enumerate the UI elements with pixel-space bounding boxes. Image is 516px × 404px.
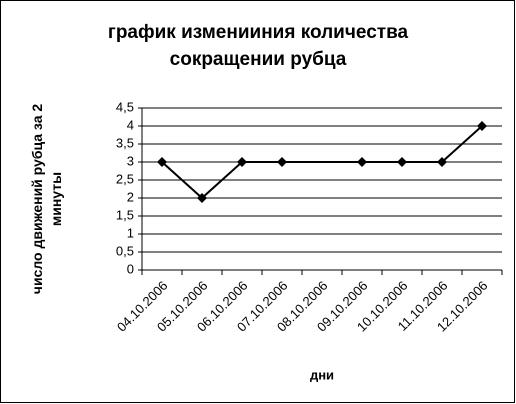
data-marker (197, 193, 207, 203)
data-marker (397, 157, 407, 167)
chart-title: сокращении рубца (170, 49, 347, 70)
y-tick-label: 3,5 (116, 135, 134, 150)
y-tick-label: 2 (127, 189, 134, 204)
data-marker (477, 121, 487, 131)
y-tick-label: 4,5 (116, 99, 134, 114)
y-tick-label: 0,5 (116, 243, 134, 258)
y-axis-label: число движений рубца за 2 минуты (29, 103, 64, 295)
data-marker (277, 157, 287, 167)
y-tick-label: 1,5 (116, 207, 134, 222)
data-marker (437, 157, 447, 167)
data-marker (237, 157, 247, 167)
y-tick-label: 4 (127, 117, 134, 132)
chart-title: график изменииния количества (108, 22, 409, 43)
y-tick-label: 2,5 (116, 171, 134, 186)
y-tick-label: 3 (127, 153, 134, 168)
data-marker (157, 157, 167, 167)
x-axis-label: дни (310, 367, 334, 382)
y-tick-label: 1 (127, 225, 134, 240)
y-tick-label: 0 (127, 261, 134, 276)
data-line (161, 125, 483, 200)
data-marker (357, 157, 367, 167)
